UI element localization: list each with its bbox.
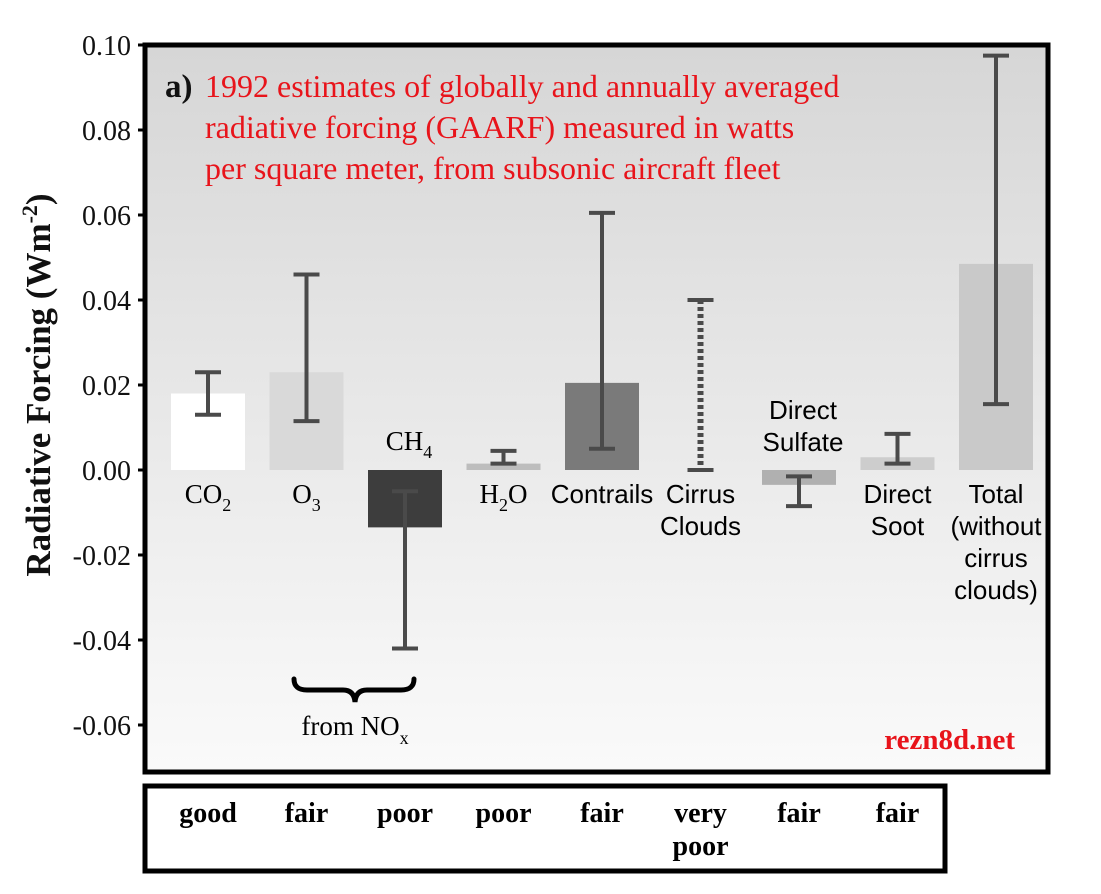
understanding-level: poor [377,798,433,829]
category-label: CH4 [386,426,433,462]
understanding-level: fair [876,798,920,829]
nox-subscript: x [400,728,409,748]
title-line: radiative forcing (GAARF) measured in wa… [205,109,794,145]
y-tick-label: 0.10 [82,31,131,62]
category-label: Sulfate [763,427,844,457]
y-axis-label-superscript: -2 [17,205,42,223]
y-tick-label: 0.04 [82,286,131,317]
understanding-level: fair [580,798,624,829]
y-axis-label: Radiative Forcing (Wm-2) [17,193,58,576]
bar [466,463,541,470]
category-label: Soot [871,511,925,541]
understanding-level: fair [285,798,329,829]
understanding-level: fair [777,798,821,829]
understanding-levels: good fair poor poor fair very poor fair fair [179,798,919,862]
y-tick-label: 0.08 [82,116,131,147]
category-label: clouds) [954,575,1038,605]
title-line: per square meter, from subsonic aircraft… [205,150,780,186]
category-label: CO2 [185,479,232,515]
y-tick-label: 0.02 [82,371,131,402]
understanding-level: very poor [673,798,729,862]
category-label: Clouds [660,511,741,541]
y-tick-label: -0.02 [73,541,131,572]
error-bars-layer [195,53,1009,651]
title-line: 1992 estimates of globally and annually … [205,68,839,104]
y-tick-label: 0.00 [82,456,131,487]
plot-frame [142,42,1051,775]
category-label: H2O [480,479,528,515]
category-label: cirrus [964,543,1028,573]
understanding-frame [142,783,948,874]
category-label: Direct [864,479,933,509]
understanding-level: poor [476,798,532,829]
category-label: Contrails [551,479,654,509]
understanding-level: good [179,798,237,829]
y-axis-label-close: ) [19,193,58,205]
y-axis-ticks: 0.10 0.08 0.06 0.04 0.02 0.00 -0.02 -0.04 -0.06 [73,31,147,742]
y-tick-label: 0.06 [82,201,131,232]
panel-label: a) [165,69,193,105]
nox-bracket-label: from NOx [301,711,408,748]
y-tick-label: -0.04 [73,626,131,657]
chart-title: 1992 estimates of globally and annually … [205,68,839,186]
category-label: Cirrus [666,479,735,509]
nox-brace [291,676,417,703]
category-label: (without [950,511,1042,541]
category-label: Total [969,479,1024,509]
category-label: O3 [292,479,321,515]
y-tick-label: -0.06 [73,711,131,742]
category-label: Direct [769,395,838,425]
watermark: rezn8d.net [884,724,1015,756]
